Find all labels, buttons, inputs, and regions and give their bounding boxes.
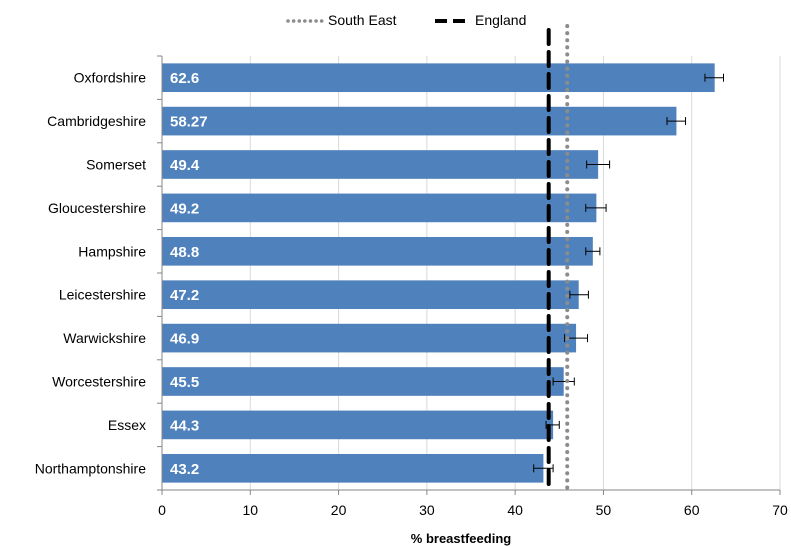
bar	[162, 193, 597, 223]
data-label: 49.2	[170, 200, 199, 217]
x-tick-label: 40	[507, 502, 523, 518]
data-label: 58.27	[170, 114, 208, 131]
bar	[162, 323, 577, 353]
x-tick-label: 30	[419, 502, 435, 518]
x-tick-label: 0	[158, 502, 166, 518]
category-label: Cambridgeshire	[47, 113, 146, 129]
category-label: Oxfordshire	[74, 70, 147, 86]
data-label: 48.8	[170, 244, 199, 261]
category-label: Warwickshire	[63, 330, 146, 346]
data-label: 46.9	[170, 331, 199, 348]
x-tick-label: 20	[331, 502, 347, 518]
england-legend-swatch	[433, 19, 473, 23]
bar	[162, 236, 593, 266]
bar	[162, 453, 544, 483]
category-label: Hampshire	[78, 243, 146, 259]
category-label: Essex	[108, 417, 146, 433]
bar	[162, 150, 599, 179]
category-label: Leicestershire	[59, 287, 146, 303]
x-tick-label: 10	[242, 502, 258, 518]
x-tick-label: 60	[684, 502, 700, 518]
category-label: Northamptonshire	[35, 460, 146, 476]
bar	[162, 63, 715, 93]
category-label: Worcestershire	[52, 374, 146, 390]
south-east-legend-swatch	[286, 19, 326, 23]
data-label: 45.5	[170, 374, 199, 391]
x-tick-label: 70	[772, 502, 788, 518]
category-label: Somerset	[86, 157, 146, 173]
x-tick-label: 50	[596, 502, 612, 518]
bar	[162, 410, 554, 440]
legend: South East England	[0, 8, 791, 32]
data-label: 62.6	[170, 70, 199, 87]
data-label: 47.2	[170, 287, 199, 304]
bar	[162, 367, 564, 396]
bar	[162, 106, 677, 136]
england-legend-label: England	[475, 12, 527, 28]
category-label: Gloucestershire	[48, 200, 146, 216]
bar	[162, 280, 579, 310]
x-axis-title: % breastfeeding	[411, 531, 511, 546]
south-east-legend-label: South East	[328, 12, 397, 28]
data-label: 49.4	[170, 157, 200, 174]
data-label: 44.3	[170, 417, 199, 434]
data-label: 43.2	[170, 461, 199, 478]
